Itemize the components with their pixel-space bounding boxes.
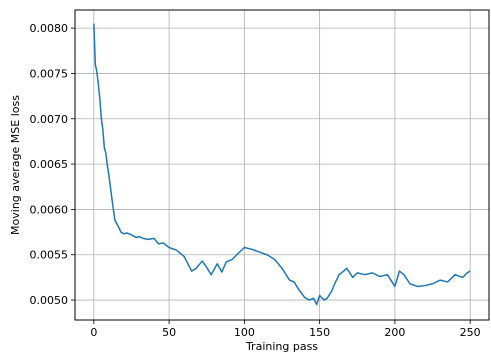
y-axis-label: Moving average MSE loss	[9, 95, 22, 235]
x-tick-label: 0	[90, 326, 97, 339]
series-line	[93, 23, 471, 306]
x-tick-label: 50	[162, 326, 176, 339]
plot-frame	[74, 9, 490, 321]
y-tick-label: 0.0075	[30, 67, 69, 80]
x-tick-label: 100	[234, 326, 255, 339]
x-axis-ticks: 0 50 100 150 200 250	[90, 320, 481, 339]
x-tick-label: 200	[384, 326, 405, 339]
x-axis-label: Training pass	[245, 340, 318, 353]
y-tick-label: 0.0055	[30, 249, 69, 262]
y-tick-label: 0.0080	[30, 22, 69, 35]
y-tick-label: 0.0065	[30, 158, 69, 171]
x-tick-label: 250	[460, 326, 481, 339]
grid-lines	[75, 10, 489, 320]
y-tick-label: 0.0070	[30, 113, 69, 126]
x-tick-label: 150	[309, 326, 330, 339]
y-tick-label: 0.0050	[30, 294, 69, 307]
y-tick-label: 0.0060	[30, 203, 69, 216]
y-axis-ticks: 0.0050 0.0055 0.0060 0.0065 0.0070 0.0075 0.00…	[30, 22, 75, 307]
